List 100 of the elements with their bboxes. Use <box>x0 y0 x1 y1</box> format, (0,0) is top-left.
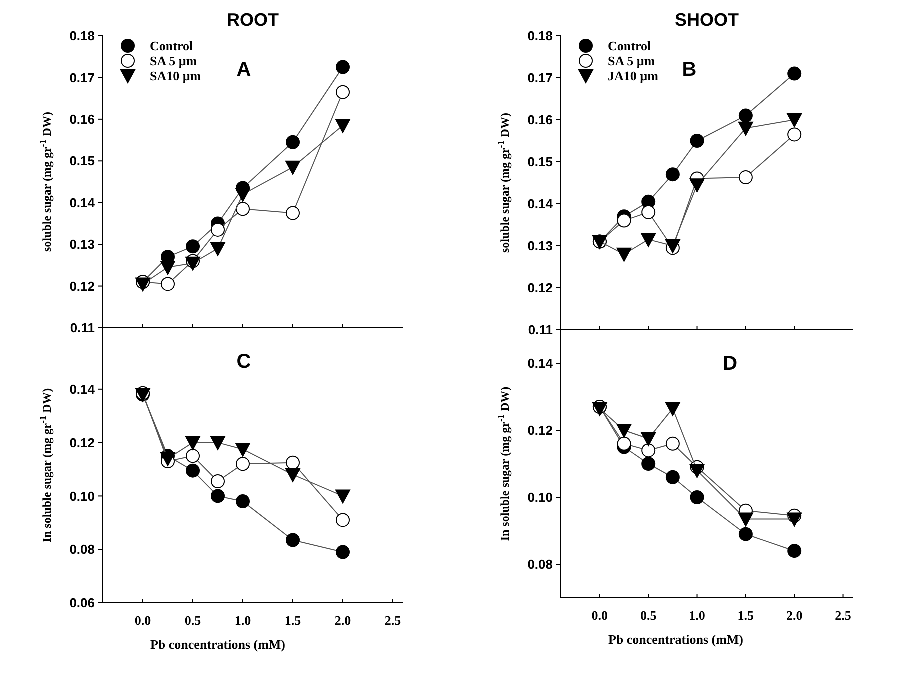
y-tick-label: 0.12 <box>528 280 553 296</box>
point <box>738 512 754 527</box>
point <box>236 188 250 202</box>
chart-title: ROOT <box>227 10 279 30</box>
y-tick-label: 0.10 <box>70 488 95 504</box>
point <box>236 202 250 216</box>
y-tick-label: 0.16 <box>528 112 553 128</box>
point <box>617 436 632 451</box>
y-tick-label: 0.11 <box>528 322 553 338</box>
legend-label: SA10 µm <box>150 68 202 84</box>
y-tick-label: 0.14 <box>70 382 96 397</box>
y-tick-label: 0.15 <box>70 154 95 169</box>
y-tick-label: 0.08 <box>70 542 95 558</box>
point <box>286 160 300 175</box>
x-tick-label: 1.5 <box>738 608 755 623</box>
point <box>738 170 753 185</box>
point <box>738 122 754 136</box>
point <box>186 449 200 464</box>
point <box>211 474 225 489</box>
y-tick-label: 0.08 <box>528 557 553 572</box>
x-tick-label: 2.5 <box>835 608 852 623</box>
point <box>642 205 656 220</box>
point <box>186 436 200 450</box>
point <box>641 233 656 248</box>
y-tick-label: 0.17 <box>528 70 553 86</box>
point <box>641 432 656 446</box>
point <box>136 278 150 292</box>
x-tick-label: 2.5 <box>384 613 402 628</box>
point <box>286 135 300 150</box>
x-axis-title: Pb concentrations (mM) <box>608 632 744 647</box>
y-tick-label: 0.15 <box>528 154 553 170</box>
point <box>211 222 225 237</box>
legend-label: SA 5 µm <box>608 54 656 69</box>
chart-title: SHOOT <box>674 10 740 30</box>
y-tick-label: 0.13 <box>70 237 95 252</box>
y-tick-label: 0.12 <box>528 423 553 438</box>
y-tick-label: 0.14 <box>528 196 554 212</box>
point <box>666 470 680 484</box>
point <box>236 442 250 457</box>
y-tick-label: 0.11 <box>70 320 95 336</box>
x-tick-label: 0.0 <box>134 613 152 628</box>
point <box>616 424 632 438</box>
point <box>665 402 680 416</box>
point <box>788 544 802 558</box>
point <box>211 489 225 504</box>
x-tick-label: 1.0 <box>234 613 252 628</box>
point <box>286 533 300 548</box>
y-tick-label: 0.06 <box>70 596 95 611</box>
point <box>336 60 350 74</box>
point <box>161 277 175 292</box>
point <box>210 242 226 256</box>
point <box>666 436 680 451</box>
point <box>186 464 200 478</box>
y-tick-label: 0.14 <box>528 356 554 372</box>
x-tick-label: 1.0 <box>689 608 706 623</box>
point <box>236 494 250 509</box>
annotation: D <box>723 353 738 375</box>
x-tick-label: 1.5 <box>284 613 302 628</box>
point <box>666 168 680 182</box>
y-tick-label: 0.18 <box>528 28 553 44</box>
x-tick-label: 0.5 <box>640 608 658 623</box>
annotation: A <box>236 59 252 81</box>
y-tick-label: 0.16 <box>70 112 95 127</box>
point <box>788 66 802 81</box>
point <box>286 468 300 482</box>
point <box>336 545 350 560</box>
point <box>690 490 704 504</box>
point <box>690 134 704 148</box>
point <box>690 178 705 193</box>
legend-label: Control <box>150 38 194 54</box>
y-tick-label: 0.12 <box>70 278 95 294</box>
x-tick-label: 0.0 <box>592 608 608 623</box>
x-axis-title: Pb concentrations (mM) <box>150 637 286 652</box>
y-tick-label: 0.17 <box>70 70 95 86</box>
annotation: C <box>236 351 252 373</box>
point <box>690 464 705 478</box>
point <box>616 248 632 262</box>
point <box>336 119 350 134</box>
point <box>160 261 176 276</box>
legend-label: Control <box>608 38 652 54</box>
x-tick-label: 0.5 <box>184 613 202 628</box>
point <box>210 436 226 450</box>
point <box>787 512 802 527</box>
y-tick-label: 0.18 <box>70 28 95 44</box>
point <box>787 114 802 128</box>
point <box>738 108 753 123</box>
y-tick-label: 0.13 <box>528 238 553 254</box>
annotation: B <box>682 59 697 81</box>
point <box>617 214 632 228</box>
point <box>186 240 200 254</box>
point <box>336 490 350 504</box>
legend-label: JA10 µm <box>608 68 659 84</box>
point <box>236 457 250 472</box>
y-tick-label: 0.10 <box>528 490 553 506</box>
legend-label: SA 5 µm <box>150 54 198 69</box>
point <box>642 457 656 471</box>
point <box>186 256 200 271</box>
x-tick-label: 2.0 <box>786 608 803 623</box>
point <box>286 206 300 220</box>
x-tick-label: 2.0 <box>334 613 352 628</box>
